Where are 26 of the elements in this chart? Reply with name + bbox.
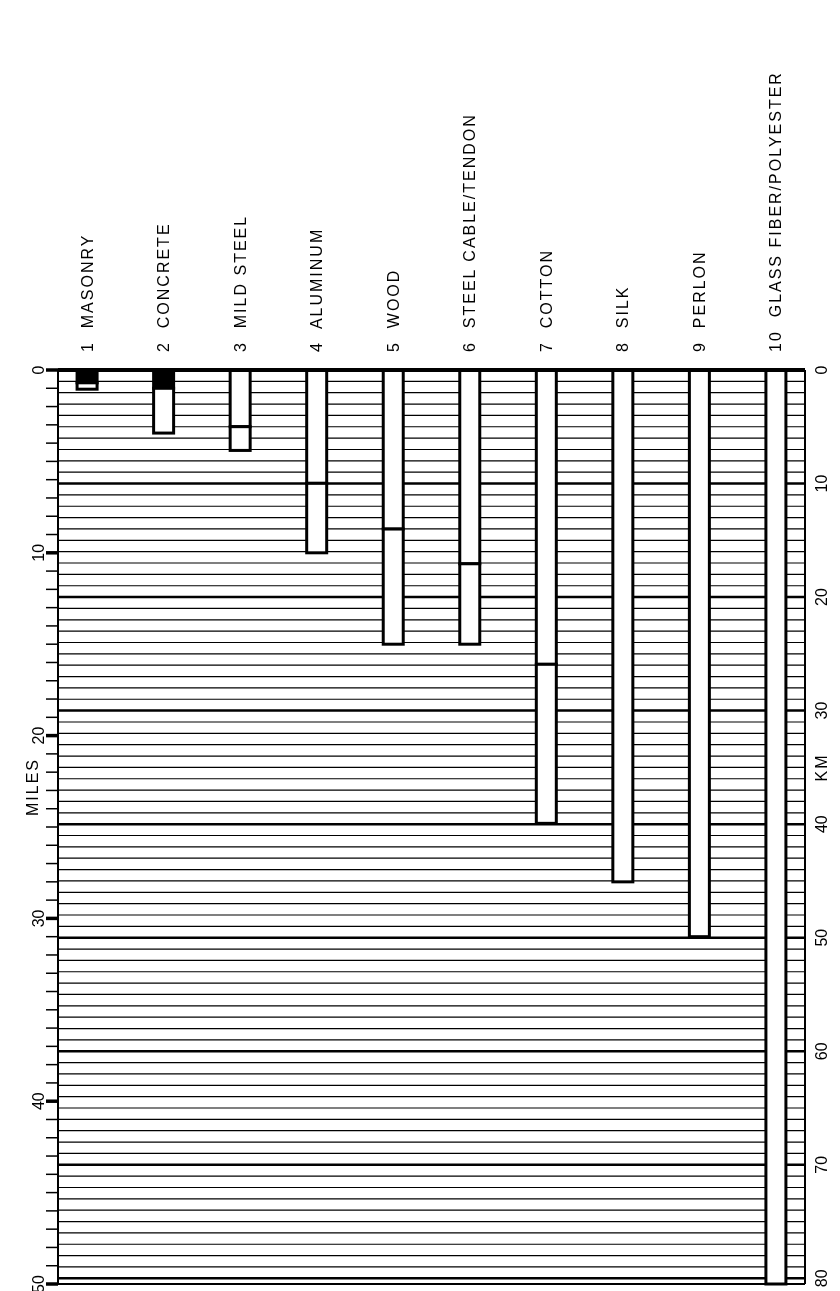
- y2-tick-label: 0: [812, 365, 830, 375]
- y-tick-label: 30: [29, 909, 47, 928]
- x-tick-label: 3 MILD STEEL: [231, 214, 249, 352]
- x-tick-label: 10 GLASS FIBER/POLYESTER: [767, 71, 785, 352]
- y2-tick-label: 70: [812, 1155, 830, 1174]
- y-tick-label: 0: [29, 365, 47, 375]
- y2-tick-label: 20: [812, 588, 830, 606]
- x-tick-label: 7 COTTON: [537, 248, 555, 352]
- y2-tick-label: 10: [812, 474, 830, 493]
- y2-tick-label: 50: [812, 928, 830, 947]
- y-tick-label: 10: [29, 543, 47, 562]
- y2-tick-label: 80: [812, 1269, 830, 1288]
- x-tick-label: 6 STEEL CABLE/TENDON: [461, 113, 479, 352]
- x-tick-label: 1 MASONRY: [78, 233, 96, 352]
- y2-tick-label: 40: [812, 815, 830, 834]
- y-tick-label: 20: [29, 726, 47, 745]
- x-tick-label: 4 ALUMINUM: [308, 227, 326, 352]
- y2-axis-title: KM: [812, 753, 830, 782]
- x-tick-label: 9 PERLON: [690, 250, 708, 352]
- y-axis-title: MILES: [23, 757, 41, 817]
- x-tick-label: 2 CONCRETE: [155, 222, 173, 352]
- x-tick-label: 5 WOOD: [384, 268, 402, 352]
- y2-tick-label: 60: [812, 1042, 830, 1061]
- x-tick-label: 8 SILK: [614, 285, 632, 352]
- y-tick-label: 40: [29, 1092, 47, 1111]
- y2-tick-label: 30: [812, 701, 830, 720]
